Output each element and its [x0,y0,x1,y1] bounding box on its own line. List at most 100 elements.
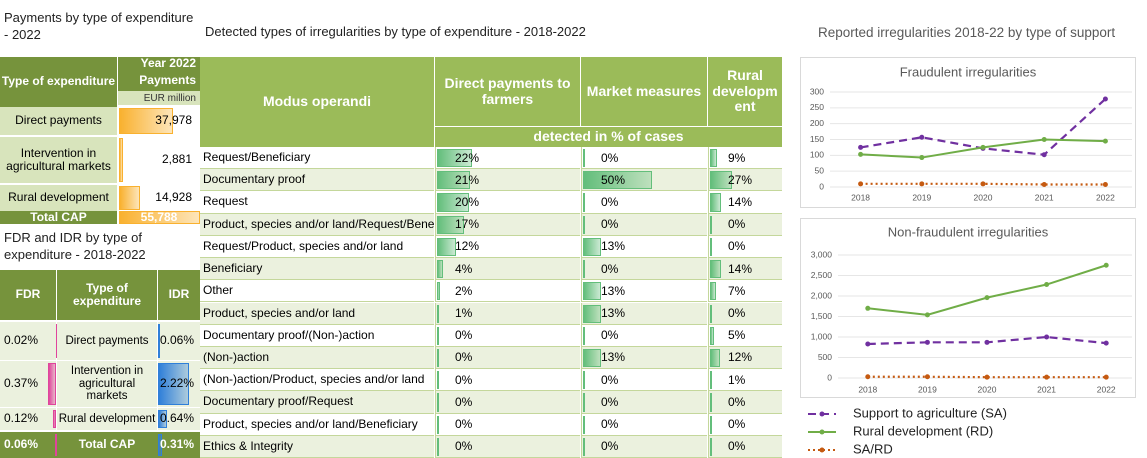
point [865,305,871,311]
cell-value: 0% [728,417,746,432]
data-bar [710,415,712,434]
point [1102,96,1108,102]
row-cell [435,302,580,325]
cell-value: 0% [455,372,473,387]
cell-value: 12% [728,350,753,365]
row-cell [708,280,782,303]
point [1041,137,1047,142]
point [980,181,986,187]
cell-value: 17% [455,217,480,232]
cell-value: 7% [728,283,746,298]
legend-label: Support to agriculture (SA) [853,405,1007,420]
cell-value: 13% [601,306,626,320]
y-tick-label: 2,000 [811,290,833,300]
data-bar [710,282,716,301]
point [919,181,925,187]
row-cell [435,346,580,370]
row-cell [708,346,782,370]
cell-value: 4% [455,261,473,276]
data-bar [583,326,585,345]
total-label: Total CAP [0,211,117,224]
cell-value: 0% [601,194,619,209]
cell-value: 0% [455,394,473,409]
cell-value: 0% [601,217,619,232]
row-cell [0,361,56,407]
row-cell [435,235,580,259]
data-bar [583,371,585,390]
data-bar [710,326,715,345]
cell-value: 14% [728,194,753,209]
cell-value: 5% [728,328,746,343]
idr-bar [158,324,160,358]
data-bar [583,437,585,456]
point [1102,138,1108,144]
row-label: Request [200,191,434,214]
row-label: Ethics & Integrity [200,435,434,458]
data-bar [437,193,469,212]
point [1103,340,1109,346]
section-title: Payments by type of expenditure - 2022 [4,10,194,42]
data-bar [710,348,720,368]
row-cell [581,346,707,370]
data-bar [119,108,174,134]
header-cell: Rural development [708,57,782,126]
fdr-value: 0.37% [4,376,39,391]
header-cell: IDR [158,270,200,320]
point [1044,374,1050,380]
point [1103,374,1109,380]
fdr-value: 0.12% [4,411,39,426]
cell-value: 0% [601,372,619,387]
row-label: Documentary proof/(Non-)action [200,324,434,347]
row-cell [435,435,580,458]
cell-value: 0% [455,350,473,365]
point [919,155,925,161]
cell-value: 14% [728,261,753,276]
data-bar [437,348,439,368]
row-cell [0,408,56,430]
x-tick-label: 2019 [918,384,937,394]
row-cell [435,324,580,347]
header-cell: Direct payments to farmers [435,57,580,126]
data-bar [437,171,471,190]
row-value: 2,881 [161,152,192,167]
legend-marker [819,447,825,453]
row-cell [581,369,707,392]
data-bar [583,282,602,301]
cell-value: 2% [455,283,473,298]
row-label: Other [200,280,434,303]
point [858,144,864,150]
row-label: Rural development [57,408,157,430]
fdr-bar [48,363,56,405]
data-bar [119,186,141,210]
point [980,144,986,150]
cell-value: 0% [601,328,619,343]
row-label: Product, species and/or land/Beneficiary [200,413,434,436]
data-bar [710,237,712,257]
row-label: Product, species and/or land/Request/Ben… [200,213,434,236]
header-cell: Payments [118,71,200,91]
data-bar [710,149,718,168]
cell-value: 1% [728,372,746,387]
cell-value: 0% [601,417,619,432]
row-cell [708,213,782,236]
row-label: Product, species and/or land [200,302,434,325]
row-cell [708,324,782,347]
row-cell [708,391,782,414]
header-cell: Type of expenditure [0,57,117,107]
row-cell [581,302,707,325]
point [858,181,864,187]
row-cell [435,391,580,414]
data-bar [437,371,439,390]
point [1044,282,1050,288]
row-label: Request/Beneficiary [200,147,434,170]
row-cell [435,258,580,281]
line-chart: Fraudulent irregularities 0 50 100 150 200 250… [800,57,1136,208]
y-tick-label: 0 [827,372,832,382]
point [984,295,990,301]
data-bar [437,237,457,257]
x-tick-label: 2022 [1097,384,1116,394]
cell-value: 22% [455,150,480,165]
x-tick-label: 2018 [851,192,870,202]
row-cell [708,302,782,325]
